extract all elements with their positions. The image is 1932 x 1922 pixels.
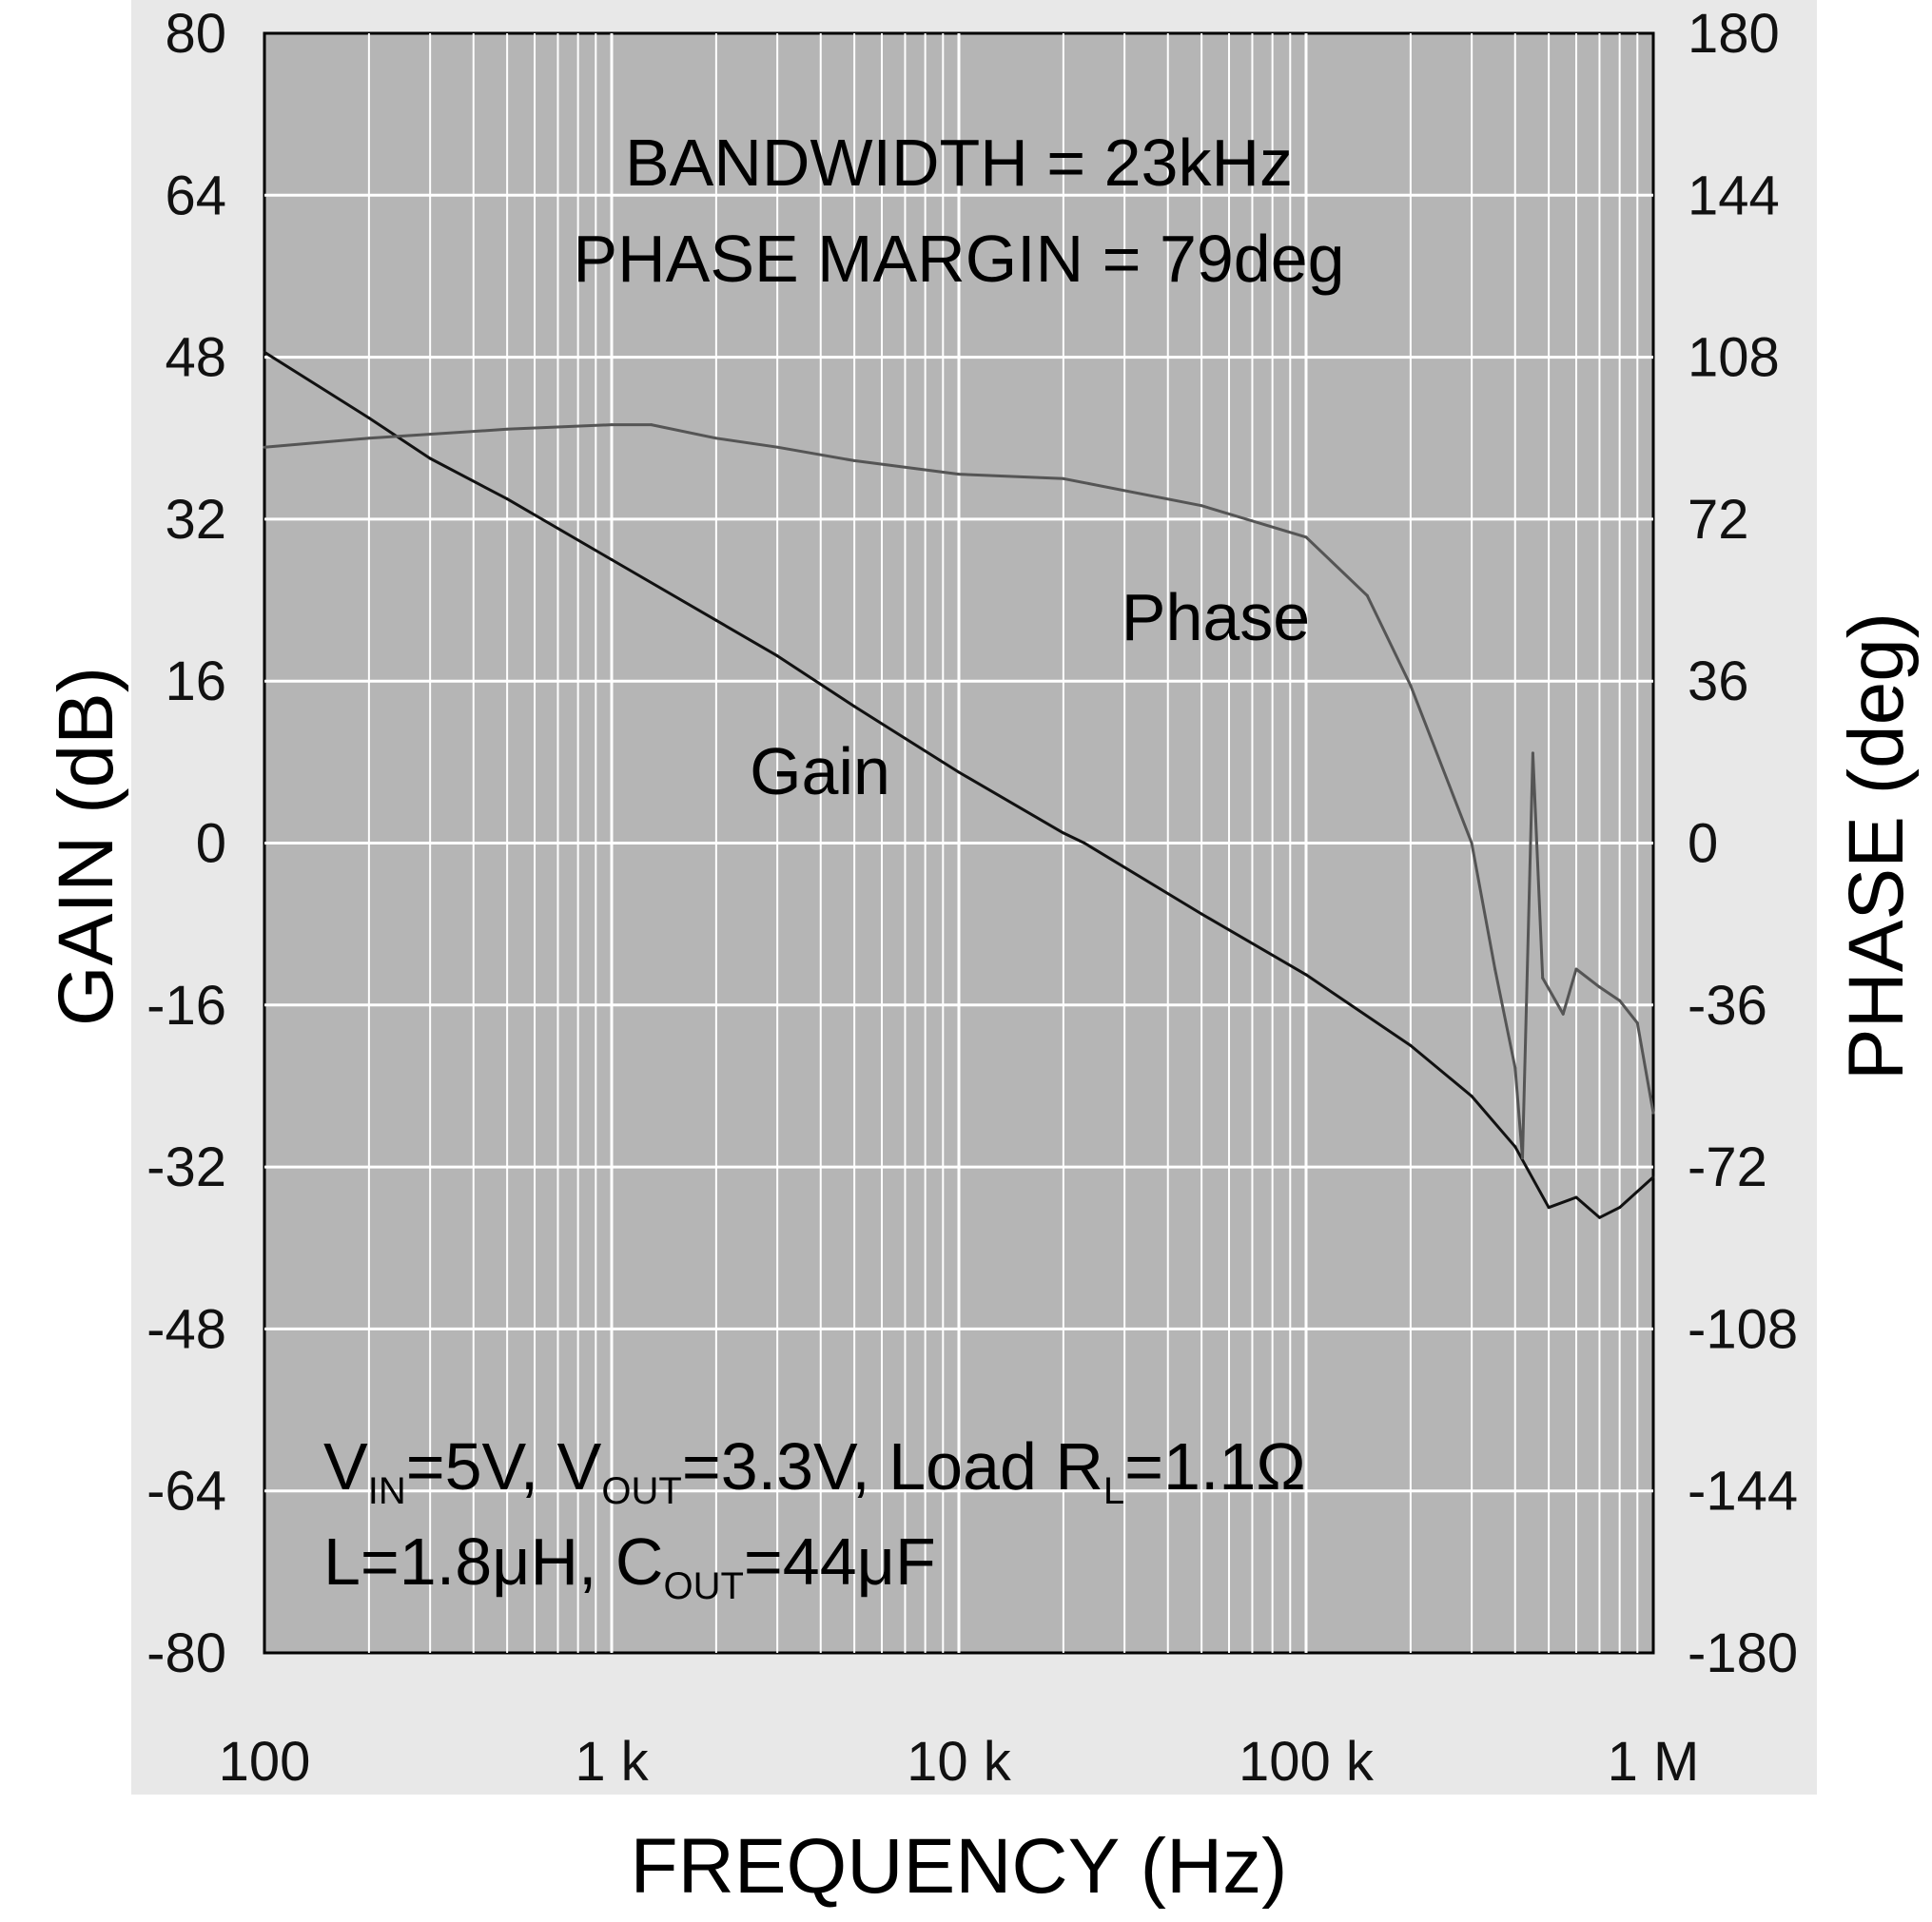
- y-tick-right-label: -72: [1688, 1136, 1767, 1198]
- y-axis-left-title: GAIN (dB): [43, 667, 129, 1026]
- x-tick-label: 10 k: [907, 1731, 1012, 1793]
- gain-point: [775, 654, 779, 658]
- y-tick-left-label: 0: [196, 813, 226, 875]
- gain-point: [1470, 1095, 1473, 1098]
- y-axis-right-ticks: 180 144 108 72 36 0 -36 -72 -108 -144 -180: [1688, 3, 1798, 1684]
- gain-point: [505, 497, 509, 501]
- phase-point: [610, 423, 614, 427]
- x-tick-label: 1 k: [575, 1731, 649, 1793]
- conditions-line-2: L=1.8μH, COUT=44μF: [323, 1524, 936, 1607]
- x-tick-label: 100: [219, 1731, 311, 1793]
- phase-point: [1541, 976, 1545, 980]
- gain-series-label: Gain: [750, 734, 890, 808]
- gain-point: [610, 558, 614, 561]
- phase-point: [367, 437, 371, 440]
- cond-vin-sub: IN: [368, 1470, 406, 1512]
- y-tick-right-label: -180: [1688, 1622, 1798, 1684]
- y-tick-right-label: 108: [1688, 327, 1780, 389]
- y-tick-left-label: 32: [165, 489, 226, 551]
- cond-eq: =44μF: [744, 1524, 936, 1599]
- phase-point: [1513, 1066, 1517, 1070]
- gain-point: [1409, 1043, 1413, 1047]
- phase-point: [714, 437, 718, 440]
- y-tick-left-label: -16: [146, 975, 226, 1037]
- y-tick-right-label: 0: [1688, 813, 1718, 875]
- phase-point: [1651, 1111, 1655, 1115]
- y-tick-left-label: -64: [146, 1461, 226, 1523]
- y-tick-left-label: -48: [146, 1298, 226, 1360]
- y-tick-left-label: 48: [165, 327, 226, 389]
- gain-point: [1083, 842, 1086, 845]
- y-tick-right-label: -108: [1688, 1298, 1798, 1360]
- series-lines: [263, 350, 1655, 1219]
- phase-point: [1304, 535, 1308, 539]
- cond-rl-sub: L: [1103, 1470, 1124, 1512]
- phase-point: [1521, 1156, 1524, 1160]
- y-tick-left-label: -32: [146, 1136, 226, 1198]
- phase-point: [650, 423, 654, 427]
- cond-vout-sub: OUT: [601, 1470, 681, 1512]
- y-tick-left-label: -80: [146, 1622, 226, 1684]
- y-tick-right-label: -144: [1688, 1461, 1798, 1523]
- y-axis-left-ticks: 80 64 48 32 16 0 -16 -32 -48 -64 -80: [146, 3, 226, 1684]
- cond-v: V: [323, 1429, 368, 1504]
- y-tick-left-label: 16: [165, 650, 226, 712]
- phase-point: [505, 427, 509, 431]
- gain-point: [1618, 1206, 1622, 1210]
- gain-point: [1598, 1215, 1601, 1219]
- phase-point: [1470, 842, 1473, 845]
- conditions-line-1: VIN=5V, VOUT=3.3V, Load RL=1.1Ω: [323, 1429, 1306, 1512]
- phase-point: [1493, 967, 1497, 971]
- y-tick-right-label: 72: [1688, 489, 1749, 551]
- phase-margin-annotation: PHASE MARGIN = 79deg: [573, 222, 1344, 296]
- phase-point: [1200, 504, 1203, 508]
- y-tick-right-label: 144: [1688, 165, 1780, 226]
- gain-point: [714, 618, 718, 622]
- cond-eq3: =1.1Ω: [1124, 1429, 1306, 1504]
- gain-point: [1547, 1206, 1551, 1210]
- y-tick-left-label: 80: [165, 3, 226, 65]
- phase-point: [775, 445, 779, 449]
- gain-point: [263, 350, 266, 354]
- phase-point: [1561, 1012, 1565, 1016]
- bandwidth-annotation: BANDWIDTH = 23kHz: [625, 126, 1293, 200]
- gain-point: [367, 417, 371, 419]
- y-tick-right-label: -36: [1688, 975, 1767, 1037]
- x-tick-label: 100 k: [1239, 1731, 1375, 1793]
- phase-point: [1574, 967, 1578, 971]
- phase-line: [263, 423, 1655, 1160]
- phase-series-label: Phase: [1122, 580, 1310, 654]
- gain-point: [852, 705, 856, 709]
- phase-point: [1062, 476, 1065, 480]
- cond-eq2: =3.3V, Load R: [682, 1429, 1103, 1504]
- gain-point: [1304, 973, 1308, 977]
- y-axis-right-title: PHASE (deg): [1833, 612, 1920, 1080]
- phase-point: [1531, 751, 1534, 755]
- phase-point: [1598, 985, 1601, 989]
- phase-point: [852, 458, 856, 462]
- gain-point: [428, 456, 432, 460]
- phase-point: [1635, 1021, 1639, 1025]
- gain-point: [1200, 912, 1203, 916]
- y-tick-left-label: 64: [165, 165, 226, 226]
- gain-point: [1513, 1145, 1517, 1149]
- cond-eq1: =5V, V: [406, 1429, 602, 1504]
- cond-cout-sub: OUT: [663, 1565, 743, 1607]
- y-tick-right-label: 180: [1688, 3, 1780, 65]
- x-axis-title: FREQUENCY (Hz): [631, 1823, 1288, 1910]
- phase-point: [1618, 999, 1622, 1002]
- y-tick-right-label: 36: [1688, 650, 1749, 712]
- phase-point: [1365, 593, 1369, 597]
- x-tick-label: 1 M: [1608, 1731, 1700, 1793]
- gain-point: [1651, 1175, 1655, 1179]
- gain-point: [1062, 831, 1065, 835]
- phase-point: [1409, 684, 1413, 688]
- x-axis-ticks: 100 1 k 10 k 100 k 1 M: [219, 1731, 1700, 1793]
- gain-point: [1574, 1195, 1578, 1199]
- phase-point: [957, 473, 961, 476]
- phase-point: [263, 445, 266, 449]
- gain-point: [957, 770, 961, 774]
- cond-l: L=1.8μH, C: [323, 1524, 663, 1599]
